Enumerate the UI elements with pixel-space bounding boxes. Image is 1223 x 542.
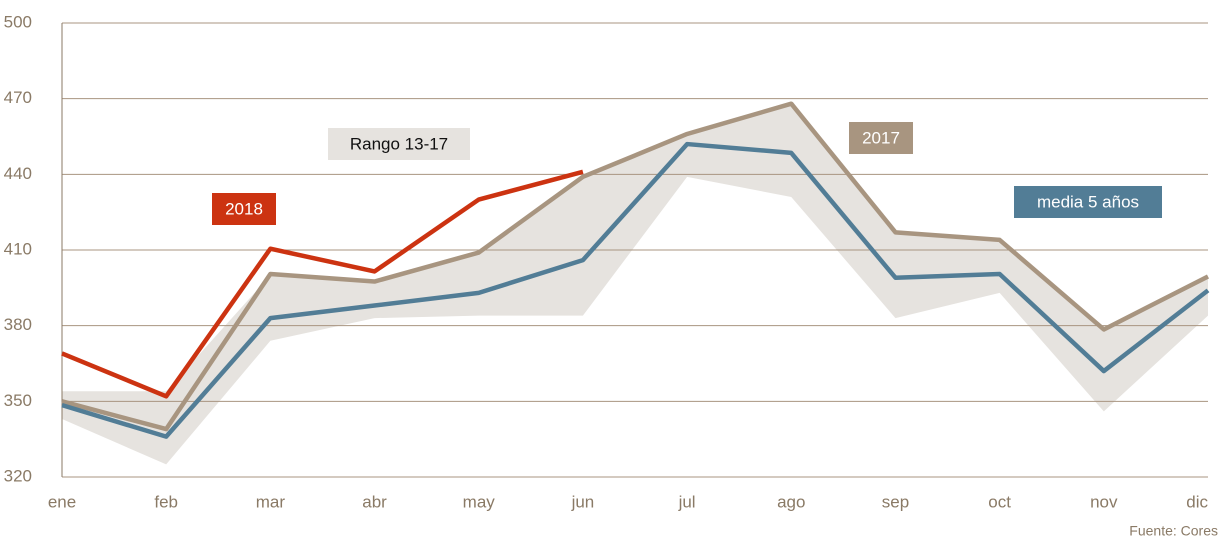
y-tick-label: 500: [4, 12, 32, 31]
range-band: [62, 103, 1208, 465]
x-tick-label: abr: [362, 492, 387, 511]
line: [61, 141, 1210, 439]
x-tick-label: jun: [571, 492, 595, 511]
line: [61, 101, 1210, 432]
x-tick-label: feb: [154, 492, 178, 511]
legend-label: Rango 13-17: [350, 134, 448, 153]
y-tick-label: 320: [4, 466, 32, 485]
x-tick-label: sep: [882, 492, 909, 511]
label-box: [212, 193, 276, 225]
legend-label: 2018: [225, 199, 263, 218]
x-tick-label: nov: [1090, 492, 1118, 511]
x-tick-label: may: [463, 492, 496, 511]
legend-label: media 5 años: [1037, 192, 1139, 211]
source: Fuente: Cores: [1129, 523, 1218, 539]
y-tick-label: 410: [4, 239, 32, 258]
x-tick-label: jul: [678, 492, 696, 511]
x-tick-label: ene: [48, 492, 76, 511]
legend-label: 2017: [862, 128, 900, 147]
x-tick-label: ago: [777, 492, 805, 511]
x-tick-label: mar: [256, 492, 286, 511]
label-box: [849, 122, 913, 154]
label-box: [1014, 186, 1162, 218]
x-tick-label: dic: [1186, 492, 1208, 511]
y-tick-label: 470: [4, 88, 32, 107]
y-tick-label: 380: [4, 315, 32, 334]
line: [61, 169, 584, 399]
label-box: [328, 128, 470, 160]
y-tick-label: 440: [4, 164, 32, 183]
x-tick-label: oct: [988, 492, 1011, 511]
y-tick-label: 350: [4, 391, 32, 410]
